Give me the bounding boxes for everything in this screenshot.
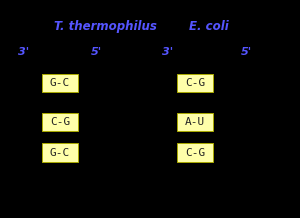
FancyBboxPatch shape: [42, 113, 78, 131]
FancyBboxPatch shape: [177, 143, 213, 162]
Text: A-U: A-U: [185, 117, 205, 127]
Text: T. thermophilus: T. thermophilus: [54, 20, 157, 33]
Text: G-C: G-C: [50, 78, 70, 88]
FancyBboxPatch shape: [177, 113, 213, 131]
Text: C-G: C-G: [185, 148, 205, 158]
Text: 5': 5': [240, 47, 252, 57]
FancyBboxPatch shape: [42, 143, 78, 162]
Text: C-G: C-G: [50, 117, 70, 127]
Text: 5': 5': [90, 47, 102, 57]
Text: C-G: C-G: [185, 78, 205, 88]
FancyBboxPatch shape: [177, 74, 213, 92]
Text: G-C: G-C: [50, 148, 70, 158]
Text: 3': 3': [18, 47, 30, 57]
Text: 3': 3': [162, 47, 174, 57]
Text: E. coli: E. coli: [189, 20, 229, 33]
FancyBboxPatch shape: [42, 74, 78, 92]
